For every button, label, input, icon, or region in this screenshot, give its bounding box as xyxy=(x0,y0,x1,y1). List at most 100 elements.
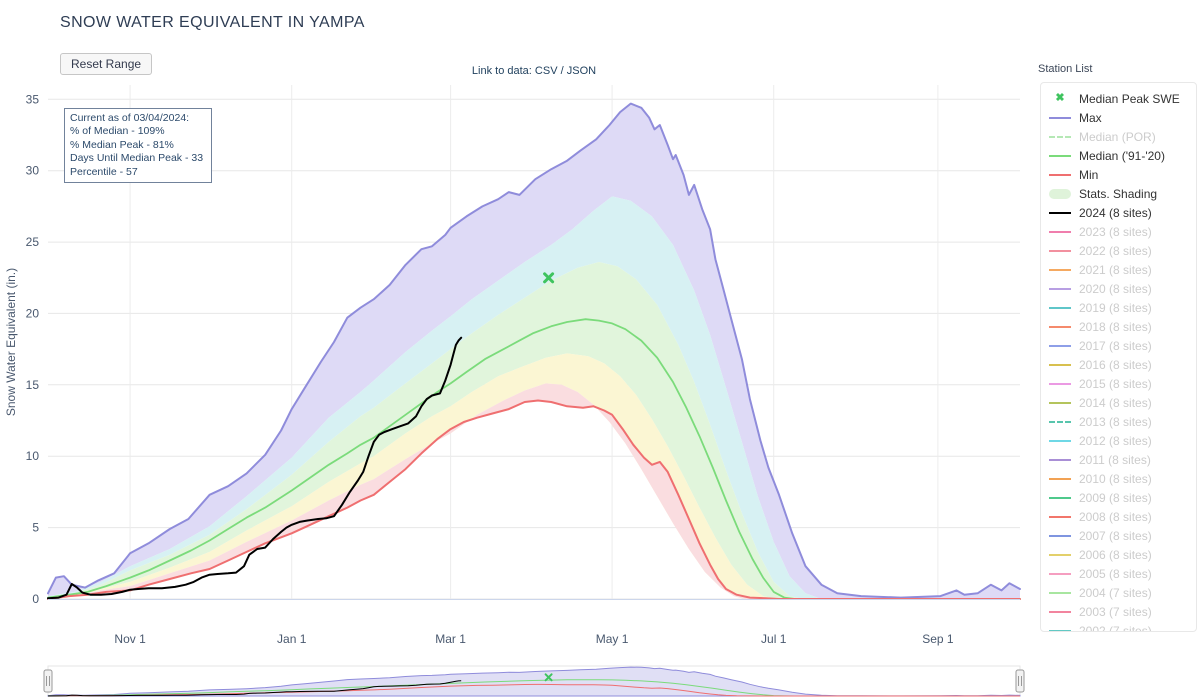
y-tick-label: 35 xyxy=(26,92,40,106)
csv-link[interactable]: CSV xyxy=(534,65,558,77)
line-swatch-icon xyxy=(1049,173,1071,176)
reset-range-button[interactable]: Reset Range xyxy=(60,53,153,75)
legend-item-label: 2007 (8 sites) xyxy=(1079,528,1152,543)
legend-item-label: 2004 (7 sites) xyxy=(1079,585,1152,600)
legend-item-median-91-20[interactable]: Median ('91-'20) xyxy=(1049,146,1188,165)
navigator-series-2024-8-sites xyxy=(47,680,462,697)
stats-line: % of Median - 109% xyxy=(70,125,165,138)
legend-item-stats-shading[interactable]: Stats. Shading xyxy=(1049,184,1188,203)
legend-item-label: 2019 (8 sites) xyxy=(1079,300,1152,315)
band-max-p90 xyxy=(48,103,1020,599)
legend-item-label: Min xyxy=(1079,167,1099,182)
legend-item-2017-8-sites[interactable]: 2017 (8 sites) xyxy=(1049,336,1188,355)
legend-item-2005-8-sites[interactable]: 2005 (8 sites) xyxy=(1049,564,1188,583)
legend-item-label: 2024 (8 sites) xyxy=(1079,205,1152,220)
legend-item-label: 2021 (8 sites) xyxy=(1079,262,1152,277)
line-swatch-icon xyxy=(1049,382,1071,385)
line-swatch-icon xyxy=(1049,477,1071,480)
line-swatch-icon xyxy=(1049,496,1071,499)
legend-item-2009-8-sites[interactable]: 2009 (8 sites) xyxy=(1049,488,1188,507)
line-swatch-icon xyxy=(1049,591,1071,594)
x-tick-label: Mar 1 xyxy=(435,632,466,646)
legend-item-2008-8-sites[interactable]: 2008 (8 sites) xyxy=(1049,507,1188,526)
line-swatch-icon xyxy=(1049,629,1071,631)
line-swatch-icon xyxy=(1049,230,1071,233)
legend-item-label: Median ('91-'20) xyxy=(1079,148,1165,163)
line-swatch-icon xyxy=(1049,515,1071,518)
band-p90-p70 xyxy=(48,196,1020,599)
legend-item-2019-8-sites[interactable]: 2019 (8 sites) xyxy=(1049,298,1188,317)
legend-item-median-por[interactable]: Median (POR) xyxy=(1049,127,1188,146)
stats-line: Current as of 03/04/2024: xyxy=(70,112,190,124)
legend-item-2002-7-sites[interactable]: 2002 (7 sites) xyxy=(1049,621,1188,631)
station-list-label: Station List xyxy=(1038,63,1093,75)
x-tick-label: Sep 1 xyxy=(922,632,954,646)
legend-item-2015-8-sites[interactable]: 2015 (8 sites) xyxy=(1049,374,1188,393)
y-tick-label: 30 xyxy=(26,164,40,178)
legend-item-2010-8-sites[interactable]: 2010 (8 sites) xyxy=(1049,469,1188,488)
legend-item-label: 2009 (8 sites) xyxy=(1079,490,1152,505)
legend-item-2012-8-sites[interactable]: 2012 (8 sites) xyxy=(1049,431,1188,450)
legend-item-max[interactable]: Max xyxy=(1049,108,1188,127)
legend-item-2020-8-sites[interactable]: 2020 (8 sites) xyxy=(1049,279,1188,298)
line-swatch-icon xyxy=(1049,249,1071,252)
navigator-max-area xyxy=(47,666,1021,697)
legend-item-2014-8-sites[interactable]: 2014 (8 sites) xyxy=(1049,393,1188,412)
navigator-median-peak-marker xyxy=(544,673,553,682)
line-swatch-icon xyxy=(1049,154,1071,157)
legend-item-2013-8-sites[interactable]: 2013 (8 sites) xyxy=(1049,412,1188,431)
line-swatch-icon xyxy=(1049,572,1071,575)
legend-item-2007-8-sites[interactable]: 2007 (8 sites) xyxy=(1049,526,1188,545)
current-stats-box: Current as of 03/04/2024:% of Median - 1… xyxy=(64,108,212,184)
line-swatch-icon xyxy=(1049,420,1071,423)
legend-item-label: 2022 (8 sites) xyxy=(1079,243,1152,258)
line-swatch-icon xyxy=(1049,363,1071,366)
legend-item-label: 2010 (8 sites) xyxy=(1079,471,1152,486)
navigator-handle-right[interactable] xyxy=(1015,669,1025,693)
band-swatch-icon xyxy=(1049,188,1071,199)
data-links-separator: / xyxy=(557,65,567,77)
line-swatch-icon xyxy=(1049,116,1071,119)
line-swatch-icon xyxy=(1049,325,1071,328)
legend-item-label: 2023 (8 sites) xyxy=(1079,224,1152,239)
json-link[interactable]: JSON xyxy=(566,65,597,77)
legend-item-label: Median (POR) xyxy=(1079,129,1156,144)
legend-item-2022-8-sites[interactable]: 2022 (8 sites) xyxy=(1049,241,1188,260)
y-tick-label: 0 xyxy=(32,592,39,606)
legend-item-label: 2011 (8 sites) xyxy=(1079,452,1151,467)
line-swatch-icon xyxy=(1049,610,1071,613)
legend-item-2021-8-sites[interactable]: 2021 (8 sites) xyxy=(1049,260,1188,279)
legend-item-2003-7-sites[interactable]: 2003 (7 sites) xyxy=(1049,602,1188,621)
y-tick-label: 5 xyxy=(32,521,39,535)
line-swatch-icon xyxy=(1049,553,1071,556)
legend-item-2011-8-sites[interactable]: 2011 (8 sites) xyxy=(1049,450,1188,469)
x-tick-label: Jan 1 xyxy=(277,632,307,646)
page-title: SNOW WATER EQUIVALENT IN YAMPA xyxy=(60,14,365,31)
y-tick-label: 15 xyxy=(26,378,40,392)
legend-item-label: 2018 (8 sites) xyxy=(1079,319,1152,334)
median-peak-swe-marker[interactable] xyxy=(543,272,555,284)
line-swatch-icon xyxy=(1049,439,1071,442)
legend-item-median-peak-swe[interactable]: ✖ Median Peak SWE xyxy=(1049,89,1188,108)
legend-item-2018-8-sites[interactable]: 2018 (8 sites) xyxy=(1049,317,1188,336)
y-tick-label: 25 xyxy=(26,235,40,249)
legend-item-2006-8-sites[interactable]: 2006 (8 sites) xyxy=(1049,545,1188,564)
legend-item-min[interactable]: Min xyxy=(1049,165,1188,184)
legend-item-label: Stats. Shading xyxy=(1079,186,1158,201)
station-list-legend: ✖ Median Peak SWE Max Median (POR) Median ('… xyxy=(1040,82,1197,632)
stats-line: Days Until Median Peak - 33 xyxy=(70,152,204,165)
y-tick-label: 10 xyxy=(26,449,40,463)
legend-item-label: 2006 (8 sites) xyxy=(1079,547,1152,562)
y-axis-title: Snow Water Equivalent (in.) xyxy=(4,268,18,416)
legend-item-2023-8-sites[interactable]: 2023 (8 sites) xyxy=(1049,222,1188,241)
navigator-handle-left[interactable] xyxy=(43,669,53,693)
line-swatch-icon xyxy=(1049,306,1071,309)
series-min xyxy=(47,399,1021,600)
x-tick-label: Jul 1 xyxy=(761,632,787,646)
x-tick-label: Nov 1 xyxy=(114,632,146,646)
legend-item-2004-7-sites[interactable]: 2004 (7 sites) xyxy=(1049,583,1188,602)
legend-item-2024-8-sites[interactable]: 2024 (8 sites) xyxy=(1049,203,1188,222)
legend-item-2016-8-sites[interactable]: 2016 (8 sites) xyxy=(1049,355,1188,374)
series-max xyxy=(47,102,1021,599)
